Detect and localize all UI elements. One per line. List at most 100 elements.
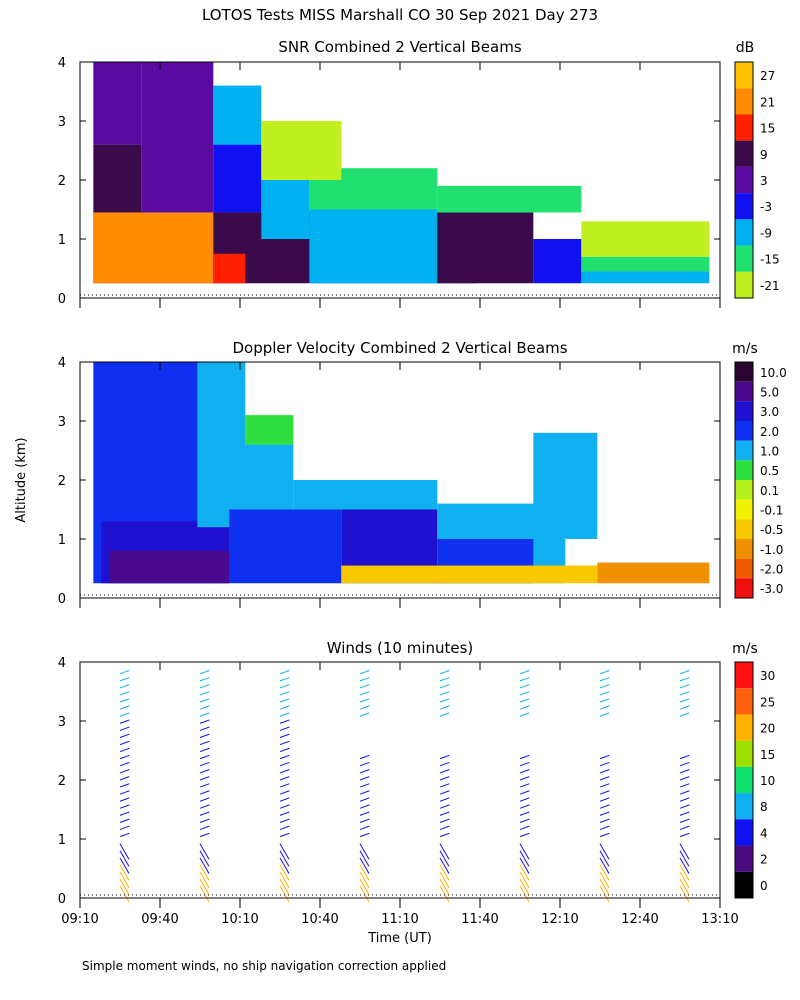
wind-barb <box>119 740 130 746</box>
wind-barb <box>599 850 610 867</box>
heatmap-cell <box>309 209 438 284</box>
wind-barb <box>119 843 130 860</box>
wind-barb <box>359 797 370 802</box>
wind-barb <box>119 754 130 760</box>
wind-barb <box>119 684 130 689</box>
wind-barb <box>359 769 370 774</box>
wind-barb <box>199 832 210 838</box>
x-tick-label: 11:40 <box>461 912 498 927</box>
footnote: Simple moment winds, no ship navigation … <box>82 959 446 973</box>
wind-barb <box>279 698 290 703</box>
snr-title: SNR Combined 2 Vertical Beams <box>278 38 521 56</box>
heatmap-cell <box>581 221 710 257</box>
wind-barb <box>679 676 690 682</box>
wind-barb <box>279 684 290 689</box>
wind-barb <box>439 790 450 795</box>
wind-barb <box>279 712 290 717</box>
colorbar-label: -3.0 <box>760 582 783 596</box>
wind-barb <box>519 878 530 895</box>
heatmap-cell <box>261 121 342 180</box>
wind-barb <box>679 684 690 689</box>
wind-barb <box>279 769 290 774</box>
wind-barb <box>199 864 210 881</box>
wind-barb <box>519 832 530 838</box>
y-tick-label: 0 <box>58 892 66 907</box>
wind-barb <box>279 705 290 710</box>
doppler-colorbar: 10.0 5.0 3.0 2.0 1.0 0.5 0.1 -0.1 -0.5 -1.0 -2.0 -3… <box>734 361 787 599</box>
wind-barb <box>119 850 130 867</box>
colorbar-swatch <box>735 714 753 741</box>
colorbar-swatch <box>735 140 753 167</box>
heatmap-cell <box>533 432 598 539</box>
wind-barb <box>679 857 690 874</box>
wind-barb <box>439 776 450 781</box>
wind-barb <box>519 783 530 788</box>
wind-barb <box>119 811 130 816</box>
colorbar-swatch <box>735 558 753 579</box>
wind-barb <box>359 871 370 888</box>
wind-barb <box>199 850 210 867</box>
wind-barb <box>519 885 530 903</box>
colorbar-swatch <box>735 740 753 767</box>
colorbar-swatch <box>735 871 753 898</box>
heatmap-cell <box>229 509 342 584</box>
wind-barb <box>599 864 610 881</box>
wind-barb <box>599 804 610 809</box>
wind-barb <box>199 878 210 895</box>
heatmap-cell <box>597 562 710 584</box>
y-tick-label: 4 <box>58 356 66 371</box>
wind-barb <box>359 761 370 767</box>
colorbar-frame <box>734 361 754 599</box>
wind-barb <box>199 818 210 823</box>
wind-barb <box>359 843 370 860</box>
colorbar-label: -3 <box>760 200 772 214</box>
wind-barb <box>439 676 450 682</box>
heatmap-cell <box>141 62 214 213</box>
wind-barb <box>359 684 370 689</box>
wind-barb <box>279 719 290 724</box>
wind-barb <box>279 878 290 895</box>
wind-barb <box>279 832 290 838</box>
wind-barb <box>679 691 690 696</box>
snr-panel: SNR Combined 2 Vertical Beams dB 0 1 2 3 4 2… <box>58 38 780 308</box>
wind-barb <box>199 669 210 675</box>
x-tick-label: 13:10 <box>701 912 738 927</box>
colorbar-label: 10.0 <box>760 366 787 380</box>
snr-unit: dB <box>736 40 755 56</box>
x-tick-label: 10:10 <box>221 912 258 927</box>
colorbar-label: 2.0 <box>760 425 779 439</box>
wind-barb <box>119 857 130 874</box>
doppler-title: Doppler Velocity Combined 2 Vertical Bea… <box>232 339 567 357</box>
wind-barb <box>279 818 290 823</box>
wind-barb <box>599 818 610 823</box>
wind-barb <box>359 754 370 760</box>
colorbar-swatch <box>735 578 753 598</box>
wind-barb <box>359 825 370 831</box>
wind-barb <box>519 825 530 831</box>
wind-barb <box>599 761 610 767</box>
wind-barb <box>679 843 690 860</box>
y-tick-label: 2 <box>58 474 66 489</box>
wind-barb <box>519 804 530 809</box>
y-tick-label: 3 <box>58 415 66 430</box>
wind-barb <box>279 797 290 802</box>
wind-barb <box>279 864 290 881</box>
wind-barb <box>119 783 130 788</box>
wind-barb <box>119 698 130 703</box>
wind-barb <box>599 790 610 795</box>
doppler-plot-area: 0 1 2 3 4 <box>58 356 721 608</box>
doppler-panel: Doppler Velocity Combined 2 Vertical Bea… <box>58 339 787 608</box>
wind-barb <box>199 719 210 724</box>
wind-barb <box>119 885 130 903</box>
wind-barb <box>439 712 450 717</box>
wind-barb <box>199 797 210 802</box>
colorbar-label: -2.0 <box>760 563 783 577</box>
wind-barb <box>599 832 610 838</box>
wind-barb <box>439 684 450 689</box>
y-tick-label: 3 <box>58 115 66 130</box>
wind-barb <box>279 850 290 867</box>
wind-barb <box>279 754 290 760</box>
y-tick-label: 1 <box>58 833 66 848</box>
colorbar-label: 15 <box>760 748 775 762</box>
